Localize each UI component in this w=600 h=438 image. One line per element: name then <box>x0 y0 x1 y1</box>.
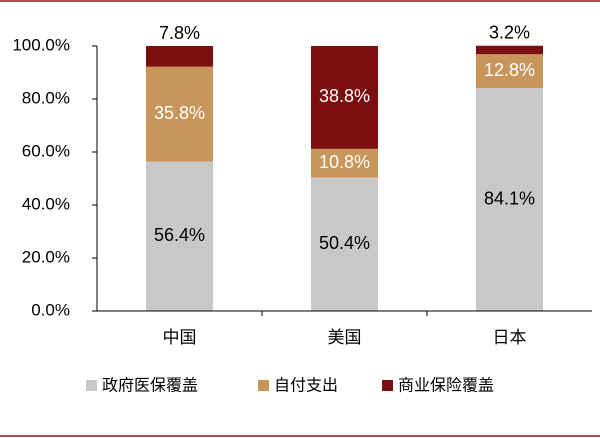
x-tick-label: 中国 <box>163 328 197 348</box>
value-label: 50.4% <box>319 233 370 253</box>
legend-swatch <box>382 380 393 391</box>
value-label: 84.1% <box>484 188 535 208</box>
bar-segment <box>146 46 213 67</box>
x-tick-label: 日本 <box>493 328 527 348</box>
legend-label: 自付支出 <box>274 376 338 395</box>
bar-segment <box>476 45 543 55</box>
bar-segment <box>476 88 543 311</box>
value-label: 7.8% <box>159 23 200 43</box>
bar-segment <box>311 177 378 311</box>
y-tick-label: 80.0% <box>22 88 70 107</box>
x-tick-label: 美国 <box>328 328 362 348</box>
bar-segment <box>311 46 378 149</box>
bar-segment <box>476 54 543 89</box>
bar-segment <box>146 66 213 162</box>
value-label: 3.2% <box>489 22 530 42</box>
bar-segment <box>311 148 378 178</box>
value-label: 10.8% <box>319 152 370 172</box>
bar-segment <box>146 161 213 311</box>
y-tick-label: 20.0% <box>22 247 70 266</box>
legend-label: 政府医保覆盖 <box>102 376 198 395</box>
value-label: 38.8% <box>319 86 370 106</box>
legend-label: 商业保险覆盖 <box>398 376 494 395</box>
value-label: 56.4% <box>154 225 205 245</box>
y-tick-label: 100.0% <box>12 35 70 54</box>
y-tick-label: 40.0% <box>22 194 70 213</box>
y-tick-label: 60.0% <box>22 141 70 160</box>
value-label: 12.8% <box>484 60 535 80</box>
value-label: 35.8% <box>154 103 205 123</box>
legend-swatch <box>86 380 97 391</box>
legend-swatch <box>258 380 269 391</box>
y-tick-label: 0.0% <box>31 300 70 319</box>
